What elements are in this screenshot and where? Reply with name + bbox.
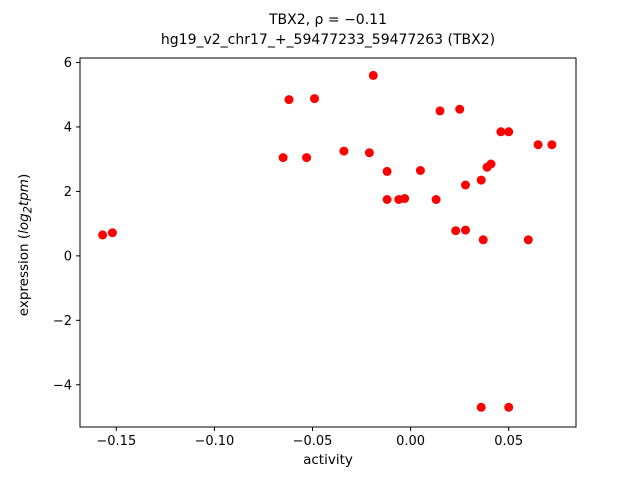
y-axis-label-sub: 2: [21, 206, 35, 214]
data-point: [496, 127, 506, 137]
data-point: [302, 153, 312, 163]
chart-title-line2: hg19_v2_chr17_+_59477233_59477263 (TBX2): [160, 32, 496, 48]
x-tick-label: 0.05: [494, 434, 523, 449]
chart-title: TBX2, ρ = −0.11 hg19_v2_chr17_+_59477233…: [80, 10, 576, 50]
data-point: [435, 106, 445, 116]
data-point: [523, 235, 533, 245]
y-tick-label: −4: [53, 378, 72, 393]
data-point: [415, 166, 425, 175]
data-point: [461, 180, 470, 190]
data-point: [504, 402, 514, 412]
data-point: [107, 228, 117, 238]
data-point: [547, 140, 557, 150]
y-axis-label-arg: tpm: [16, 179, 32, 207]
y-axis-label-suffix: ): [16, 173, 32, 180]
data-point: [476, 175, 486, 185]
data-point: [364, 148, 374, 158]
data-point: [461, 225, 470, 235]
data-point: [451, 226, 461, 236]
y-tick-label: 6: [64, 56, 72, 71]
axes-frame: [79, 57, 577, 428]
x-tick-label: 0.00: [396, 434, 425, 449]
data-point: [455, 104, 465, 114]
data-point: [98, 230, 108, 240]
x-tick-label: −0.15: [96, 434, 136, 449]
y-axis-label-prefix: expression (: [16, 233, 32, 317]
data-point: [431, 195, 441, 204]
y-axis-label-func: log: [16, 213, 32, 234]
x-tick-label: −0.05: [293, 434, 333, 449]
y-tick-label: 2: [64, 185, 72, 200]
data-point: [486, 159, 496, 169]
data-point: [382, 166, 392, 176]
data-point: [339, 146, 349, 156]
data-point: [310, 94, 319, 104]
chart-title-line1: TBX2, ρ = −0.11: [269, 12, 387, 28]
data-point: [504, 127, 514, 137]
data-point: [400, 194, 410, 203]
x-axis-label: activity: [303, 452, 353, 468]
y-tick-label: 4: [64, 120, 72, 135]
data-point: [533, 140, 543, 150]
data-point: [278, 153, 288, 163]
data-point: [368, 70, 378, 80]
y-tick-label: 0: [64, 249, 72, 264]
x-tick-label: −0.10: [194, 434, 234, 449]
data-point: [476, 402, 486, 412]
y-tick-label: −2: [53, 314, 72, 329]
data-point: [382, 195, 392, 204]
data-point: [284, 95, 294, 105]
data-point: [478, 235, 488, 245]
